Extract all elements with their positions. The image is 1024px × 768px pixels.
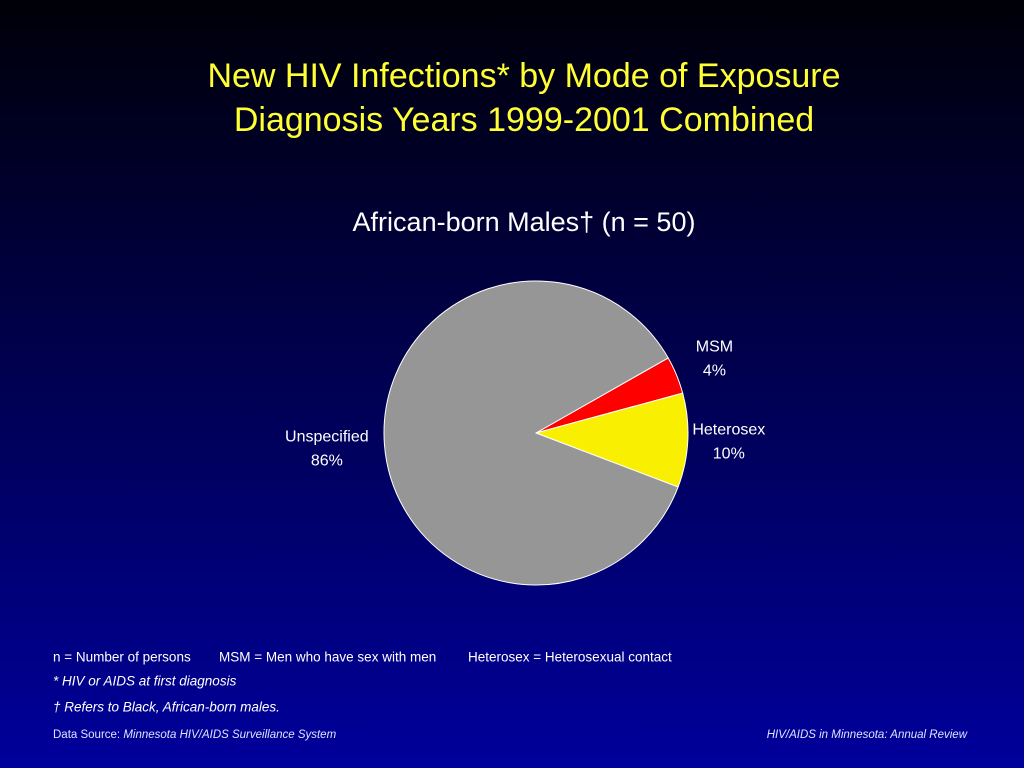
pie-slice	[383, 280, 679, 586]
footnote: * HIV or AIDS at first diagnosis	[53, 674, 237, 689]
pie: MSM 4% Heterosex 10% Unspecified 86%	[285, 280, 765, 586]
footnote: † Refers to Black, African-born males.	[53, 700, 280, 715]
footer-source: Data Source: Minnesota HIV/AIDS Surveill…	[53, 729, 337, 741]
note: MSM = Men who have sex with men	[219, 650, 436, 665]
footer-right: HIV/AIDS in Minnesota: Annual Review	[767, 729, 968, 741]
chart-title: New HIV Infections* by Mode of Exposure	[207, 57, 840, 95]
note: n = Number of persons	[53, 650, 191, 665]
chart-title: Diagnosis Years 1999-2001 Combined	[234, 101, 814, 139]
slice-label: Unspecified	[285, 428, 369, 445]
source-label: Data Source:	[53, 729, 120, 741]
slice-label: MSM	[696, 339, 733, 356]
slice-value-label: 10%	[713, 446, 745, 463]
chart-subtitle: African-born Males† (n = 50)	[353, 207, 696, 237]
slice-label: Heterosex	[692, 422, 765, 439]
pie-slice	[534, 392, 689, 488]
source: Minnesota HIV/AIDS Surveillance System	[123, 729, 336, 741]
note: Heterosex = Heterosexual contact	[468, 650, 672, 665]
slice-value-label: 86%	[311, 452, 343, 469]
slice-value-label: 4%	[703, 363, 726, 380]
